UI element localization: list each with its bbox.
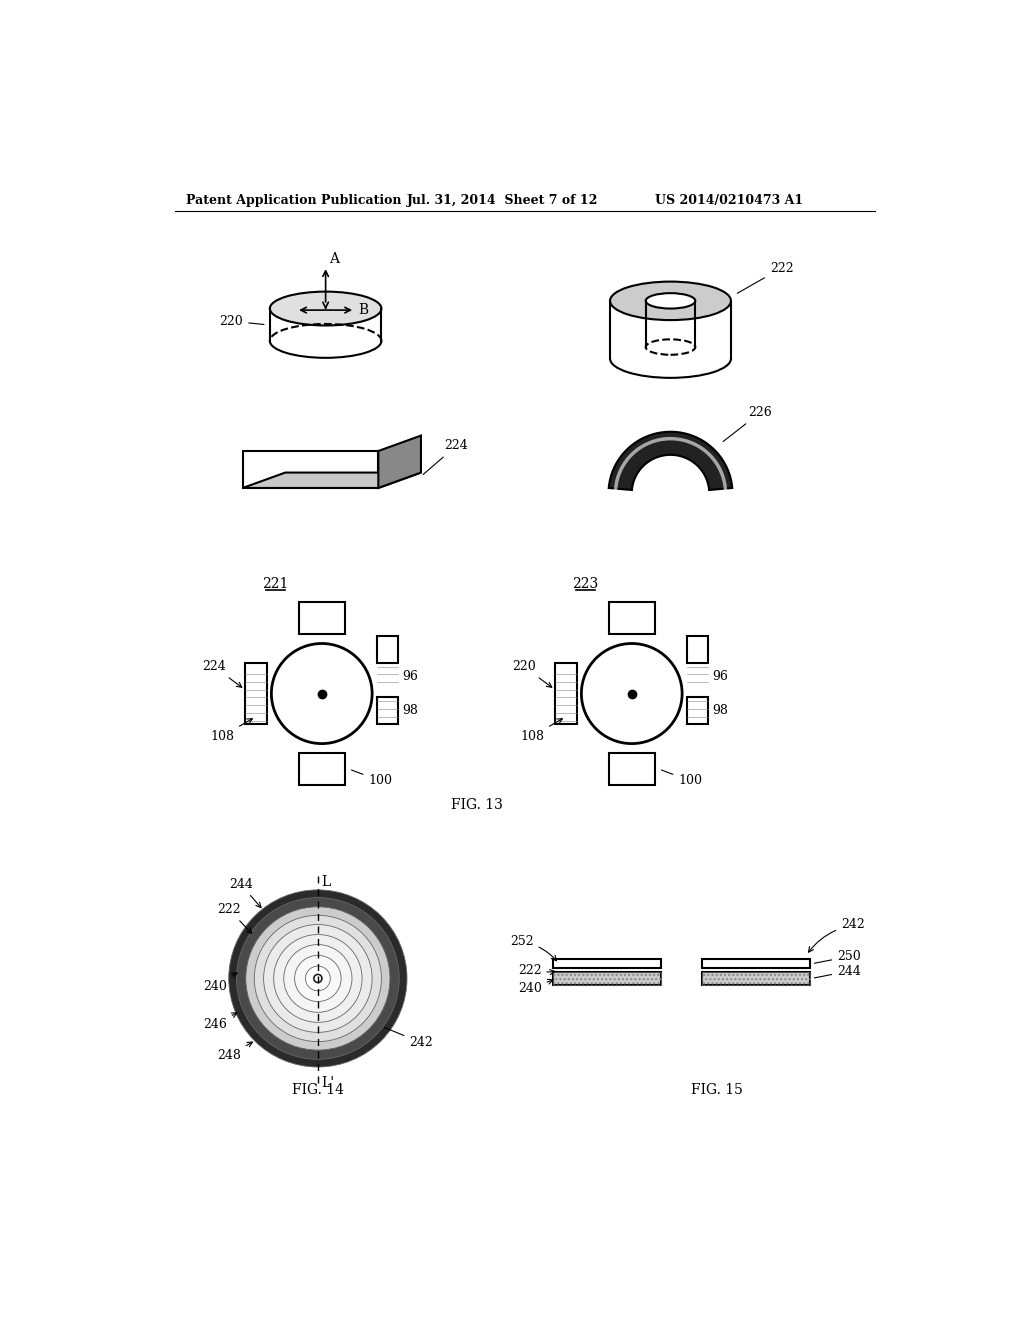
Bar: [608, 602, 655, 635]
Text: 226: 226: [723, 407, 772, 442]
Text: 100: 100: [351, 770, 392, 788]
Circle shape: [246, 907, 390, 1051]
Text: 98: 98: [713, 704, 728, 717]
Ellipse shape: [646, 293, 695, 309]
Text: 96: 96: [402, 671, 418, 684]
Text: 242: 242: [809, 919, 864, 952]
Text: 108: 108: [520, 718, 562, 743]
Text: 240: 240: [518, 979, 553, 995]
Text: 252: 252: [510, 936, 556, 961]
Text: 221: 221: [262, 577, 289, 591]
Circle shape: [284, 945, 352, 1012]
Text: 222: 222: [518, 964, 555, 977]
Bar: [555, 663, 577, 725]
Bar: [377, 697, 398, 725]
Polygon shape: [243, 473, 421, 488]
Text: 250: 250: [814, 950, 861, 964]
Circle shape: [271, 644, 372, 743]
Bar: [701, 960, 810, 969]
Text: 224: 224: [203, 660, 242, 688]
Text: B: B: [358, 304, 369, 317]
Ellipse shape: [270, 292, 381, 326]
Text: 242: 242: [384, 1027, 433, 1049]
Ellipse shape: [610, 281, 731, 321]
Circle shape: [295, 956, 341, 1002]
Bar: [608, 752, 655, 785]
Circle shape: [254, 915, 381, 1041]
Text: FIG. 13: FIG. 13: [451, 799, 503, 812]
Circle shape: [273, 935, 362, 1022]
Text: 246: 246: [203, 1012, 237, 1031]
Text: L': L': [321, 1076, 334, 1090]
Bar: [377, 636, 398, 663]
Text: 220: 220: [219, 314, 264, 327]
Bar: [687, 697, 709, 725]
Circle shape: [313, 974, 323, 983]
Text: 244: 244: [814, 965, 861, 978]
Bar: [687, 636, 709, 663]
Bar: [299, 752, 345, 785]
Bar: [299, 602, 345, 635]
Bar: [701, 972, 810, 985]
Circle shape: [314, 974, 322, 982]
Text: 222: 222: [217, 903, 252, 933]
Text: 224: 224: [423, 440, 468, 475]
Text: 220: 220: [512, 660, 552, 688]
Polygon shape: [378, 436, 421, 488]
Text: 248: 248: [217, 1041, 252, 1063]
Polygon shape: [608, 432, 732, 490]
Text: A: A: [329, 252, 339, 265]
Text: 96: 96: [713, 671, 728, 684]
Bar: [701, 972, 810, 985]
Text: L: L: [321, 875, 330, 888]
Bar: [245, 663, 266, 725]
Text: 244: 244: [228, 878, 261, 908]
Circle shape: [305, 966, 331, 991]
Circle shape: [228, 890, 407, 1067]
Text: 223: 223: [572, 577, 598, 591]
Text: 100: 100: [662, 770, 702, 788]
Text: FIG. 15: FIG. 15: [691, 1084, 743, 1097]
Text: FIG. 14: FIG. 14: [292, 1084, 344, 1097]
Text: Jul. 31, 2014  Sheet 7 of 12: Jul. 31, 2014 Sheet 7 of 12: [407, 194, 598, 207]
Polygon shape: [243, 451, 378, 488]
Text: US 2014/0210473 A1: US 2014/0210473 A1: [655, 194, 803, 207]
Circle shape: [263, 924, 372, 1032]
Text: 98: 98: [402, 704, 418, 717]
Text: 222: 222: [737, 261, 794, 293]
Text: 108: 108: [210, 718, 252, 743]
Bar: [553, 960, 662, 969]
Bar: [553, 972, 662, 985]
Circle shape: [582, 644, 682, 743]
Text: Patent Application Publication: Patent Application Publication: [186, 194, 401, 207]
Text: 240: 240: [203, 973, 237, 993]
Bar: [553, 972, 662, 985]
Circle shape: [237, 898, 399, 1059]
